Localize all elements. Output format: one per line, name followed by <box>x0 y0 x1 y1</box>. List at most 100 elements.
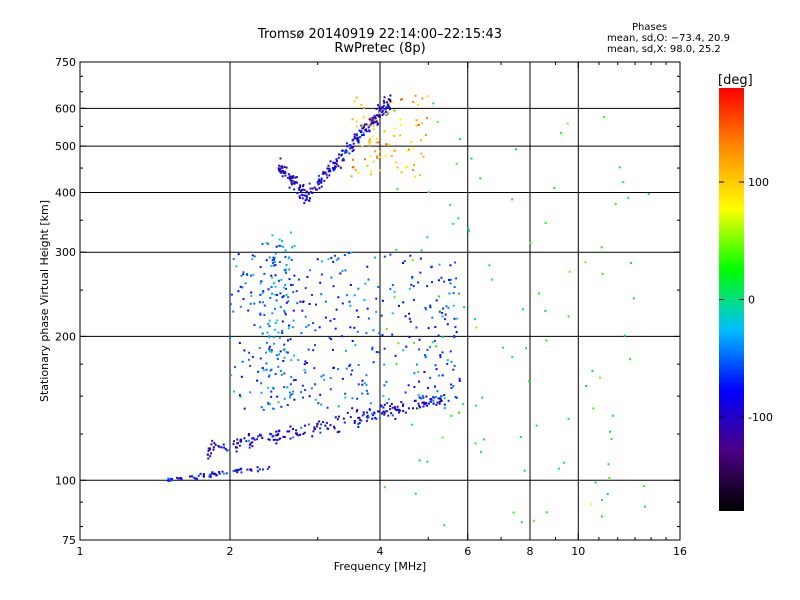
echo-point <box>376 104 379 107</box>
echo-point <box>344 151 347 154</box>
echo-point <box>383 384 386 387</box>
echo-point <box>424 354 427 357</box>
echo-point <box>448 292 451 295</box>
echo-point <box>362 411 365 414</box>
echo-point <box>273 335 276 338</box>
echo-point <box>528 380 531 383</box>
echo-point <box>276 434 279 437</box>
echo-point <box>373 411 376 414</box>
echo-point <box>336 418 339 421</box>
echo-point <box>276 395 279 398</box>
echo-point <box>202 473 205 476</box>
echo-point <box>422 155 425 158</box>
echo-point <box>344 269 347 272</box>
echo-point <box>319 281 322 284</box>
x-tick-label: 2 <box>227 545 234 558</box>
echo-point <box>418 459 421 462</box>
echo-point <box>248 351 251 354</box>
echo-point <box>404 315 407 318</box>
echo-point <box>362 134 365 137</box>
echo-point <box>294 181 297 184</box>
echo-point <box>288 256 291 259</box>
echo-point <box>337 415 340 418</box>
echo-point <box>449 350 452 353</box>
echo-point <box>292 175 295 178</box>
echo-point <box>447 307 450 310</box>
echo-point <box>443 280 446 283</box>
echo-point <box>316 422 319 425</box>
y-tick-label: 400 <box>55 186 76 199</box>
echo-point <box>441 311 444 314</box>
echo-point <box>332 169 335 172</box>
echo-point <box>594 481 597 484</box>
echo-point <box>323 179 326 182</box>
echo-point <box>178 477 181 480</box>
echo-point <box>260 406 263 409</box>
echo-point <box>458 138 461 141</box>
echo-point <box>365 374 368 377</box>
echo-point <box>454 395 457 398</box>
echo-point <box>562 461 565 464</box>
echo-point <box>326 167 329 170</box>
echo-point <box>397 409 400 412</box>
echo-point <box>364 282 367 285</box>
echo-point <box>269 296 272 299</box>
echo-point <box>449 203 452 206</box>
echo-point <box>372 128 375 131</box>
echo-point <box>325 421 328 424</box>
echo-point <box>446 362 449 365</box>
echo-point <box>381 334 384 337</box>
echo-point <box>304 199 307 202</box>
echo-point <box>395 409 398 412</box>
echo-point <box>544 309 547 312</box>
echo-point <box>265 362 268 365</box>
echo-point <box>399 124 402 127</box>
echo-point <box>389 108 392 111</box>
echo-point <box>301 384 304 387</box>
echo-point <box>380 314 383 317</box>
echo-point <box>239 395 242 398</box>
echo-point <box>315 425 318 428</box>
echo-point <box>292 319 295 322</box>
echo-point <box>426 404 429 407</box>
echo-point <box>272 282 275 285</box>
echo-point <box>413 399 416 402</box>
echo-point <box>340 154 343 157</box>
echo-point <box>276 439 279 442</box>
echo-point <box>449 282 452 285</box>
echo-point <box>412 407 415 410</box>
echo-point <box>441 351 444 354</box>
echo-point <box>261 367 264 370</box>
echo-point <box>298 186 301 189</box>
echo-point <box>525 347 528 350</box>
echo-point <box>329 319 332 322</box>
echo-point <box>262 468 265 471</box>
echo-point <box>420 249 423 252</box>
echo-point <box>475 326 478 329</box>
echo-point <box>281 166 284 169</box>
echo-point <box>268 374 271 377</box>
echo-point <box>545 339 548 342</box>
echo-point <box>352 146 355 149</box>
echo-point <box>396 405 399 408</box>
echo-point <box>259 313 262 316</box>
echo-point <box>359 131 362 134</box>
echo-point <box>360 124 363 127</box>
echo-point <box>260 391 263 394</box>
echo-point <box>436 390 439 393</box>
echo-point <box>290 182 293 185</box>
echo-point <box>270 390 273 393</box>
echo-point <box>237 253 240 256</box>
echo-point <box>434 326 437 329</box>
echo-point <box>383 363 386 366</box>
echo-point <box>229 303 232 306</box>
echo-point <box>429 304 432 307</box>
echo-point <box>353 421 356 424</box>
echo-point <box>294 176 297 179</box>
echo-point <box>426 285 429 288</box>
echo-point <box>246 273 249 276</box>
echo-point <box>235 470 238 473</box>
echo-point <box>432 102 435 105</box>
echo-point <box>402 301 405 304</box>
echo-point <box>241 360 244 363</box>
